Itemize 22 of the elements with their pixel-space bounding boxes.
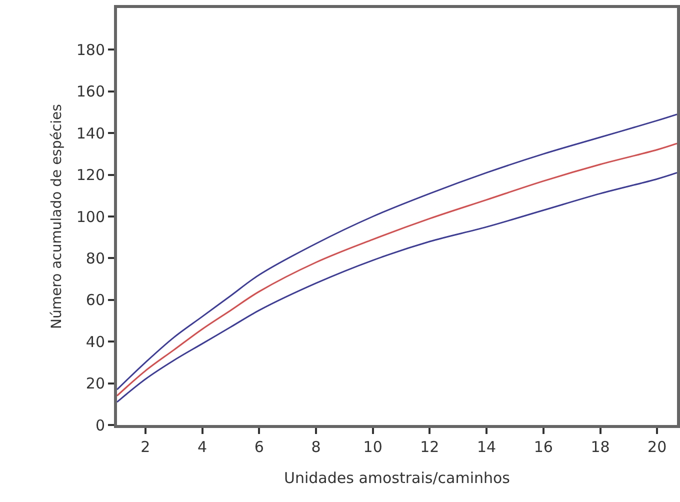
y-tick-label: 20 xyxy=(86,374,105,393)
x-tick-label: 18 xyxy=(590,438,610,456)
y-tick-label: 80 xyxy=(86,249,105,268)
y-tick-label: 160 xyxy=(76,82,105,101)
y-tick-label: 0 xyxy=(95,416,105,434)
x-tick-label: 2 xyxy=(140,438,150,456)
x-tick-label: 16 xyxy=(534,438,553,456)
y-tick-label: 120 xyxy=(76,166,105,184)
x-tick-label: 20 xyxy=(648,438,667,456)
x-tick-label: 6 xyxy=(254,438,264,456)
y-tick-label: 180 xyxy=(76,40,105,59)
y-tick-label: 60 xyxy=(86,291,105,310)
x-tick-label: 10 xyxy=(363,438,382,456)
y-tick-label: 100 xyxy=(76,208,105,226)
x-tick-label: 8 xyxy=(311,438,321,456)
x-axis-title: Unidades amostrais/caminhos xyxy=(284,469,510,487)
x-tick-label: 12 xyxy=(420,438,440,456)
x-tick-label: 4 xyxy=(198,438,208,456)
y-tick-label: 40 xyxy=(86,332,105,351)
x-tick-label: 14 xyxy=(476,438,496,456)
y-tick-label: 140 xyxy=(76,124,105,142)
y-axis-title: Número acumulado de espécies xyxy=(48,104,65,329)
